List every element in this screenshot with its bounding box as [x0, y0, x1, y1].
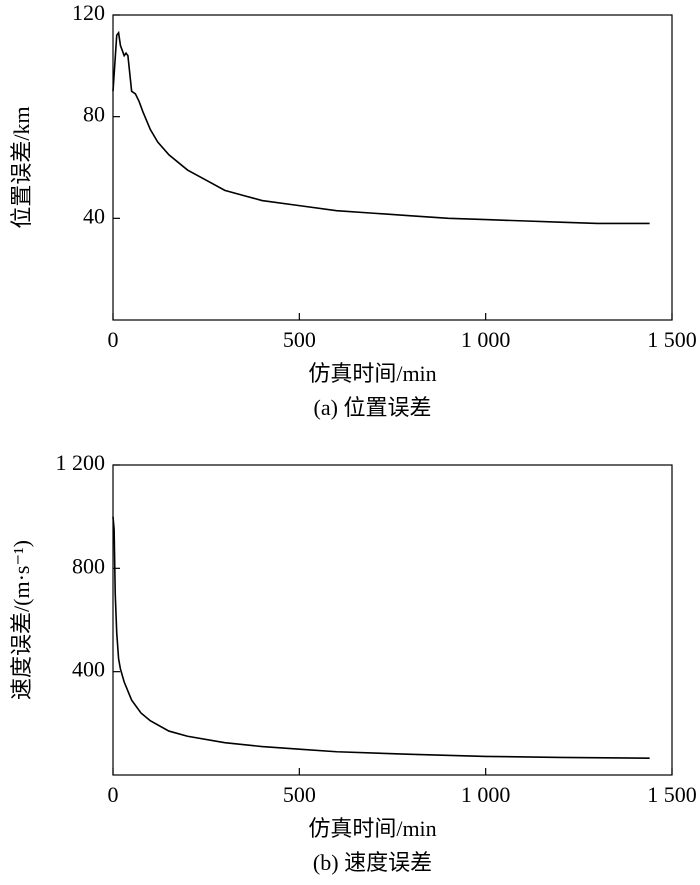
x-tick-label: 0: [108, 782, 119, 807]
caption: (a) 位置误差: [314, 395, 432, 420]
x-axis-label: 仿真时间/min: [308, 361, 436, 386]
y-tick-label: 80: [83, 102, 105, 127]
data-line: [112, 516, 650, 760]
x-tick-label: 0: [108, 327, 119, 352]
caption: (b) 速度误差: [313, 850, 432, 875]
x-tick-label: 500: [283, 327, 316, 352]
y-tick-label: 40: [83, 203, 105, 228]
plot-frame: [112, 14, 673, 321]
x-tick-label: 1 500: [647, 782, 697, 807]
y-tick-label: 1 200: [56, 450, 106, 475]
y-axis-label: 位置误差/km: [9, 106, 34, 228]
y-tick-label: 120: [72, 0, 105, 25]
x-tick-label: 1 000: [461, 782, 511, 807]
plot-frame: [112, 464, 673, 776]
y-tick-label: 800: [72, 553, 105, 578]
y-tick-label: 400: [72, 657, 105, 682]
y-axis-label: 速度误差/(m·s⁻¹): [9, 540, 34, 700]
x-tick-label: 1 500: [647, 327, 697, 352]
x-tick-label: 1 000: [461, 327, 511, 352]
x-axis-label: 仿真时间/min: [308, 816, 436, 841]
data-line: [112, 30, 650, 225]
x-tick-label: 500: [283, 782, 316, 807]
